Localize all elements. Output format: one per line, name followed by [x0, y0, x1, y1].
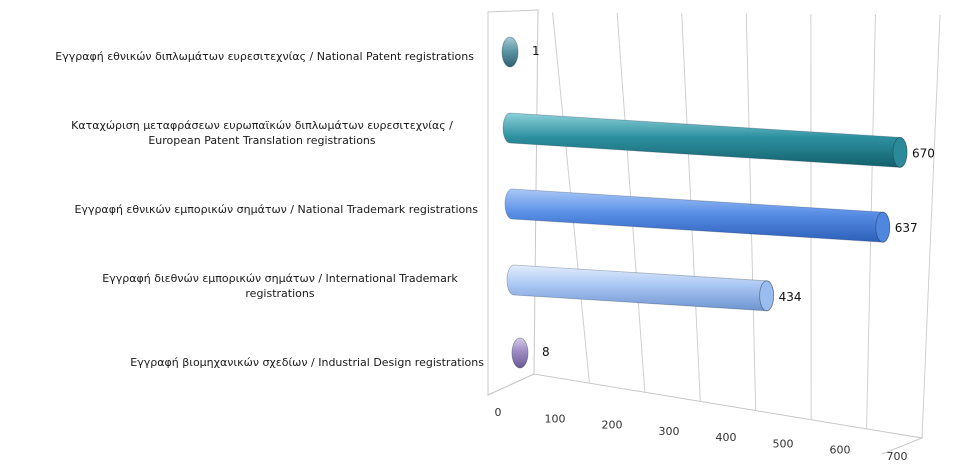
bar-cap [511, 337, 529, 369]
x-tick-label: 100 [545, 412, 566, 425]
x-tick-label: 600 [830, 444, 851, 457]
bar [501, 36, 519, 68]
x-axis-ticks: 0 100 200 300 400 500 600 700 [495, 406, 908, 463]
bar [511, 337, 529, 369]
category-label: Καταχώριση μεταφράσεων ευρωπαϊκών διπλωμ… [71, 119, 453, 147]
category-label: Εγγραφή εθνικών εμπορικών σημάτων / Nati… [74, 203, 478, 216]
category-label: Εγγραφή διεθνών εμπορικών σημάτων / Inte… [102, 272, 458, 300]
value-label: 8 [542, 345, 550, 359]
bar-cap [875, 211, 891, 243]
bar-cap [759, 280, 775, 312]
bar-cap [501, 36, 519, 68]
category-labels: Εγγραφή εθνικών διπλωμάτων ευρεσιτεχνίας… [55, 50, 484, 369]
x-tick-label: 700 [887, 450, 908, 463]
bar-body [504, 188, 891, 243]
bar [504, 188, 891, 243]
value-label: 670 [912, 146, 935, 160]
bars [501, 36, 908, 369]
x-tick-label: 500 [773, 437, 794, 450]
category-label: Εγγραφή εθνικών διπλωμάτων ευρεσιτεχνίας… [55, 50, 474, 63]
bar-cap [892, 136, 908, 168]
bar-body [506, 264, 774, 312]
x-tick-label: 400 [716, 431, 737, 444]
value-label: 637 [895, 221, 918, 235]
category-label: Εγγραφή βιομηχανικών σχεδίων / Industria… [130, 356, 484, 369]
value-label: 434 [779, 290, 802, 304]
chart-frame [487, 9, 924, 455]
x-tick-label: 300 [659, 425, 680, 438]
bar [502, 112, 908, 168]
bar [506, 264, 775, 312]
value-label: 1 [532, 44, 540, 58]
gridline [921, 14, 941, 439]
floor-edge [487, 373, 924, 455]
bar-body [502, 112, 908, 168]
value-labels: 1 670 637 434 8 [532, 44, 935, 359]
x-tick-label: 200 [602, 419, 623, 432]
x-tick-label: 0 [495, 406, 502, 419]
